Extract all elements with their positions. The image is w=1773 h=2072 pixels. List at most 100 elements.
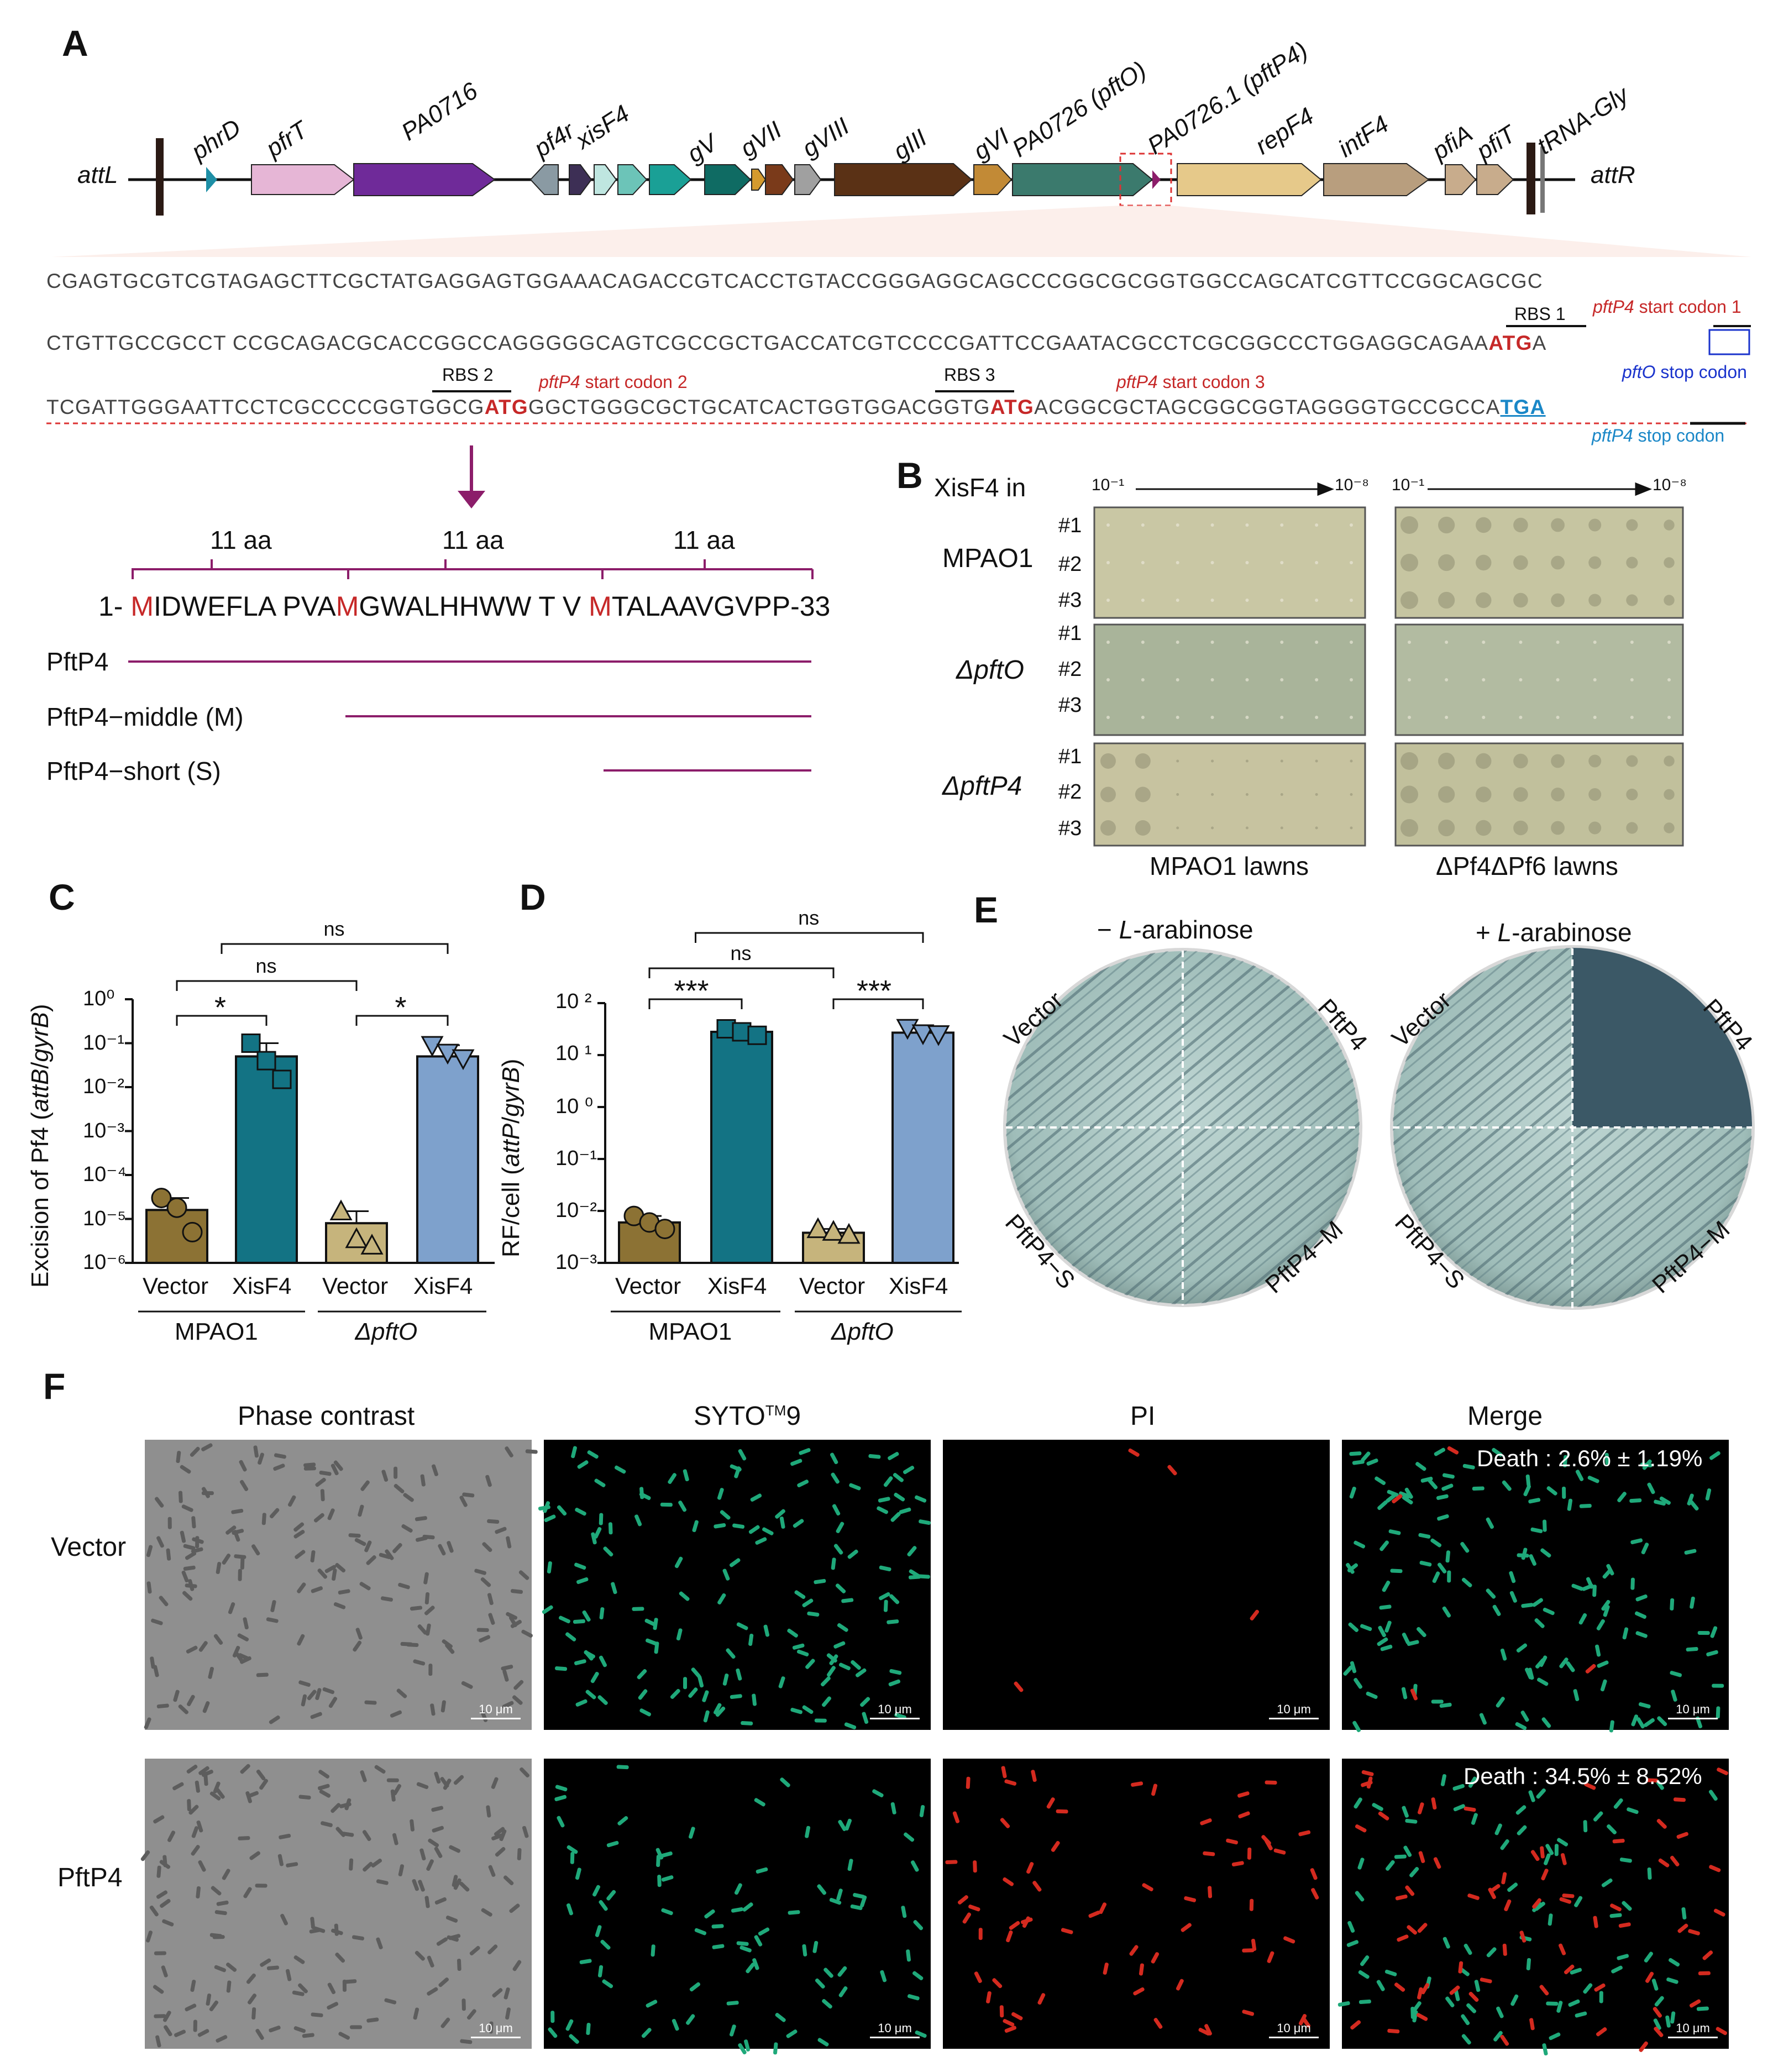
cell <box>731 1907 743 1913</box>
chartD-ytick-5: 10⁻³ <box>555 1251 597 1274</box>
plate-2 <box>1093 623 1366 736</box>
plaque-spot <box>1176 641 1179 644</box>
plaque-spot <box>1626 557 1638 569</box>
cell <box>1544 1853 1551 1865</box>
cell <box>614 1465 626 1474</box>
cell <box>1610 1903 1622 1912</box>
cell <box>1238 1811 1250 1819</box>
plus-arabinose: + L-arabinose <box>1476 918 1632 947</box>
cell <box>726 2001 739 2006</box>
cell <box>1397 1934 1409 1942</box>
cell <box>1437 1514 1449 1521</box>
cell <box>756 1867 768 1874</box>
cell <box>1384 1969 1397 1976</box>
plaque-spot <box>1280 716 1284 719</box>
sig-chartC-1: * <box>395 991 407 1024</box>
plaque-spot <box>1245 826 1249 830</box>
peptide-sequence: 1- MIDWEFLA PVAMGWALHHWW T V MTALAAVGVPP… <box>98 591 831 622</box>
cell <box>216 1900 229 1906</box>
cell <box>461 1998 466 2011</box>
cell <box>1571 1583 1583 1591</box>
chartC-ytick-6: 10⁻⁶ <box>83 1251 126 1274</box>
plaque-spot <box>1588 518 1602 532</box>
cell <box>1599 1991 1603 2003</box>
cell <box>423 1572 429 1585</box>
rbs1-label: RBS 1 <box>1514 304 1566 324</box>
cell <box>826 1653 837 1663</box>
aa-segment-2: 11 aa <box>442 526 504 554</box>
cell <box>1631 1714 1639 1727</box>
cell <box>1500 1648 1507 1661</box>
cell <box>1520 1711 1529 1722</box>
cell <box>879 1592 890 1601</box>
cell <box>1261 1835 1271 1845</box>
cell <box>1345 1562 1355 1574</box>
start-codon-2-label: pftP4 start codon 2 <box>539 372 688 392</box>
cell <box>883 1599 888 1612</box>
cell <box>1463 1943 1472 1955</box>
cell <box>1529 1554 1536 1566</box>
cell <box>1647 1867 1652 1880</box>
sequence-line-2: CTGTTGCCGCCT CCGCAGACGCACCGGCCAGGGGGCAGT… <box>46 332 1547 354</box>
plaque-spot <box>1476 820 1492 836</box>
plaque-spot <box>1141 678 1145 681</box>
cell <box>366 2017 379 2023</box>
cell <box>1528 1790 1535 1802</box>
cell <box>1366 1691 1378 1699</box>
cell <box>974 1971 982 1983</box>
cell <box>1545 1844 1554 1855</box>
cell <box>890 1802 896 1814</box>
cell <box>522 1826 529 1838</box>
cell <box>1461 2034 1471 2045</box>
cell <box>1593 1811 1603 1822</box>
cell <box>1710 1626 1718 1638</box>
cell <box>1611 1965 1623 1974</box>
plaque-spot <box>1106 641 1110 644</box>
chart-c <box>125 943 495 1313</box>
plaque-spot <box>1438 752 1455 770</box>
cell <box>1250 1609 1260 1620</box>
plaque-spot <box>1588 788 1602 801</box>
cell <box>154 1951 166 1955</box>
scale-bar: 10 μm <box>870 2021 920 2038</box>
cell <box>486 1805 491 1818</box>
cell <box>1440 1774 1447 1786</box>
construct-middle: PftP4−middle (M) <box>46 702 244 731</box>
cell <box>660 1502 673 1507</box>
cell <box>1492 1447 1503 1457</box>
cell <box>144 1717 151 1729</box>
aa-segment-1: 11 aa <box>210 526 272 554</box>
plaque-spot <box>1400 752 1418 770</box>
cell <box>249 1851 261 1860</box>
chartD-point <box>806 1217 830 1239</box>
cell <box>298 1983 308 1994</box>
plaque-spot <box>1556 716 1560 719</box>
start-codon-1-label: pftP4 start codon 1 <box>1593 297 1741 317</box>
cell <box>862 1712 869 1724</box>
cell <box>1403 1845 1412 1857</box>
cell <box>525 1449 538 1454</box>
cell <box>270 1600 276 1612</box>
plaque-spot <box>1626 519 1638 531</box>
cell <box>1629 1498 1642 1503</box>
cell <box>1204 2024 1212 2036</box>
cell <box>1562 1893 1575 1898</box>
cell <box>823 1968 833 1978</box>
cell <box>1696 1716 1703 1729</box>
chartC-bar-3 <box>416 1055 479 1264</box>
cell <box>1139 1963 1144 1976</box>
cell <box>1208 1886 1213 1898</box>
cell <box>1405 1885 1415 1896</box>
cell <box>889 1594 900 1604</box>
cell <box>1543 1519 1547 1532</box>
cell <box>415 1516 427 1522</box>
cell <box>360 1770 367 1782</box>
cell <box>1594 1983 1606 1992</box>
cell <box>794 1590 806 1599</box>
gene-orf2 <box>617 164 648 195</box>
cell <box>298 1680 311 1687</box>
cell <box>315 1688 322 1700</box>
cell <box>489 2021 494 2034</box>
cell <box>240 1557 245 1570</box>
cell <box>203 1774 208 1786</box>
